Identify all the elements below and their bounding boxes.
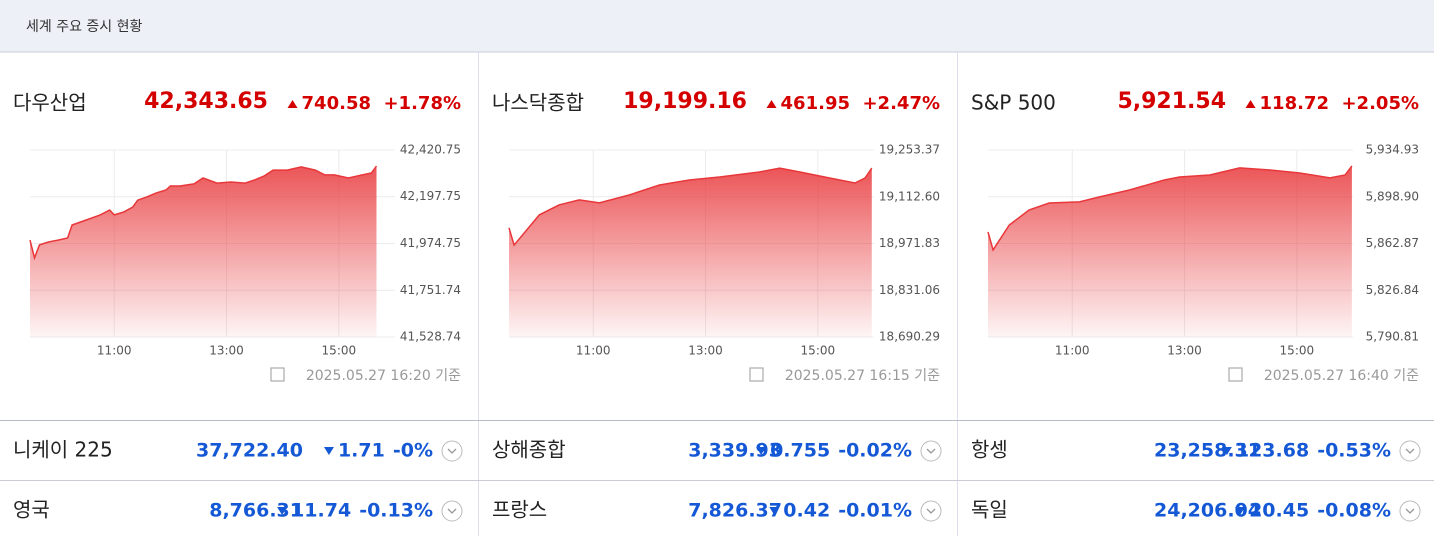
calendar-icon: [270, 367, 285, 382]
y-tick-label: 19,112.60: [879, 189, 940, 203]
area-fill: [988, 166, 1352, 337]
x-tick-label: 11:00: [97, 344, 132, 358]
market-price: 23,258.31: [1154, 440, 1261, 462]
chevron: [447, 448, 457, 454]
x-tick-label: 11:00: [1055, 344, 1090, 358]
down-arrow: [756, 447, 767, 455]
y-tick-label: 5,862.87: [1366, 236, 1419, 250]
index-price: 19,199.16: [623, 89, 747, 114]
index-pct: +2.47%: [862, 93, 940, 114]
y-tick-label: 18,690.29: [879, 330, 940, 344]
market-pct: -0.53%: [1317, 440, 1391, 462]
market-change: 0.42: [783, 500, 830, 522]
x-tick-label: 15:00: [801, 344, 836, 358]
header-title: 세계 주요 증시 현황: [26, 19, 143, 35]
down-arrow: [769, 507, 780, 515]
market-pct: -0.02%: [838, 440, 912, 462]
market-name: 니케이 225: [13, 438, 113, 462]
price-line: [987, 165, 1353, 252]
up-arrow: [766, 100, 777, 108]
y-tick-label: 41,974.75: [400, 236, 461, 250]
index-change: 118.72: [1260, 93, 1329, 114]
x-tick-label: 13:00: [209, 344, 244, 358]
market-name: 독일: [971, 498, 1008, 522]
price-line: [508, 167, 873, 247]
market-name: 상해종합: [492, 438, 566, 462]
index-pct: +1.78%: [383, 93, 461, 114]
calendar-icon: [749, 367, 764, 382]
expand-button[interactable]: [1399, 500, 1421, 522]
market-price: 7,826.37: [688, 500, 782, 522]
market-pct: -0.13%: [359, 500, 433, 522]
x-tick-label: 15:00: [322, 344, 357, 358]
market-price: 37,722.40: [196, 440, 303, 462]
y-tick-label: 5,826.84: [1366, 283, 1419, 297]
expand-button[interactable]: [441, 440, 463, 462]
market-change: 1.71: [338, 440, 385, 462]
market-price: 24,206.04: [1154, 500, 1261, 522]
chevron: [1405, 448, 1415, 454]
area-fill: [509, 168, 872, 337]
chevron: [447, 508, 457, 514]
down-arrow: [323, 447, 334, 455]
header-bar: [0, 0, 1434, 52]
chevron: [1405, 508, 1415, 514]
market-price: 3,339.93: [688, 440, 782, 462]
index-price: 42,343.65: [144, 89, 268, 114]
calendar-icon: [1228, 367, 1243, 382]
y-tick-label: 18,831.06: [879, 283, 940, 297]
x-tick-label: 15:00: [1280, 344, 1315, 358]
expand-button[interactable]: [1399, 440, 1421, 462]
y-tick-label: 5,934.93: [1366, 143, 1419, 157]
timestamp: 2025.05.27 16:40 기준: [1264, 368, 1419, 384]
x-tick-label: 13:00: [1167, 344, 1202, 358]
down-arrow: [277, 507, 288, 515]
y-tick-label: 19,253.37: [879, 143, 940, 157]
index-change: 740.58: [302, 93, 371, 114]
chevron: [926, 448, 936, 454]
x-tick-label: 11:00: [576, 344, 611, 358]
down-arrow: [1235, 507, 1246, 515]
expand-button[interactable]: [920, 440, 942, 462]
index-name: 다우산업: [13, 91, 87, 115]
index-price: 5,921.54: [1117, 89, 1226, 114]
timestamp: 2025.05.27 16:15 기준: [785, 368, 940, 384]
y-tick-label: 41,528.74: [400, 330, 461, 344]
up-arrow: [1245, 100, 1256, 108]
market-name: 항셍: [971, 438, 1008, 462]
market-change: 0.755: [770, 440, 830, 462]
area-fill: [30, 166, 377, 337]
timestamp: 2025.05.27 16:20 기준: [306, 368, 461, 384]
market-price: 8,766.31: [209, 500, 303, 522]
y-tick-label: 5,898.90: [1366, 189, 1419, 203]
market-change: 123.68: [1236, 440, 1309, 462]
index-name: S&P 500: [971, 91, 1056, 115]
market-change: 20.45: [1249, 500, 1309, 522]
expand-button[interactable]: [920, 500, 942, 522]
index-name: 나스닥종합: [492, 91, 584, 115]
market-name: 프랑스: [492, 498, 547, 522]
expand-button[interactable]: [441, 500, 463, 522]
price-line: [29, 165, 378, 261]
chevron: [926, 508, 936, 514]
y-tick-label: 42,197.75: [400, 189, 461, 203]
market-change: 11.74: [291, 500, 351, 522]
market-pct: -0.01%: [838, 500, 912, 522]
market-name: 영국: [13, 498, 50, 522]
y-tick-label: 5,790.81: [1366, 330, 1419, 344]
index-change: 461.95: [781, 93, 850, 114]
y-tick-label: 18,971.83: [879, 236, 940, 250]
x-tick-label: 13:00: [688, 344, 723, 358]
y-tick-label: 41,751.74: [400, 283, 461, 297]
market-pct: -0%: [393, 440, 433, 462]
market-pct: -0.08%: [1317, 500, 1391, 522]
up-arrow: [287, 100, 298, 108]
y-tick-label: 42,420.75: [400, 143, 461, 157]
down-arrow: [1221, 447, 1232, 455]
index-pct: +2.05%: [1341, 93, 1419, 114]
